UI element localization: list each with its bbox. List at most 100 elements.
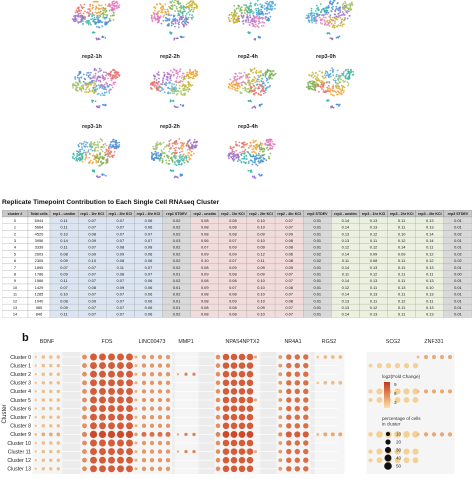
dot-mark [116,430,125,439]
umap-cell-point [248,79,250,82]
umap-cell-point [270,6,272,8]
umap-cell-point [258,103,261,106]
umap-cell-point [329,37,331,39]
table-cell-text: 0.10 [257,225,265,230]
umap-cell-point [241,92,243,94]
umap-cell-point [247,77,249,79]
dot-mark [134,467,138,471]
umap-cell-point [185,20,187,23]
umap-cell-point [262,90,265,92]
dot-mark [108,396,115,404]
umap-cell-point [94,146,97,149]
umap-cell-point [314,72,317,74]
dot-mark [222,379,230,387]
umap-cell-point [86,82,88,85]
umap-cell-point [229,87,232,89]
umap-cell-point [178,21,181,24]
dot-mark [286,423,292,429]
umap-cell-point [168,142,171,145]
replicate-contribution-table: cluster # Total cells rep1 - unstim rep1 - … [2,210,472,318]
dot-mark [303,466,309,472]
table-cell-text: 0.07 [88,292,96,297]
umap-cell-point [253,177,256,179]
umap-cell-point [190,4,193,7]
umap-cell-point [164,3,167,6]
umap-cell-point [327,12,330,14]
umap-cell-point [78,86,81,89]
umap-cell-point [158,74,160,76]
umap-cell-point [264,18,267,20]
umap-cell-point [257,92,260,95]
dot-mark [394,397,401,403]
umap-cell-point [337,16,340,19]
umap-cell-point [335,91,337,94]
umap-cluster [92,84,112,97]
umap-cell-point [193,6,196,9]
table-cell-text: 0.08 [285,258,293,263]
umap-cell-point [231,85,234,87]
umap-cell-point [163,71,165,74]
umap-cell-point [113,2,116,5]
umap-cell-point [260,156,263,159]
dot-mark [56,389,61,394]
umap-cell-point [327,100,329,102]
umap-cell-point [97,160,100,162]
dot-mark [108,413,115,421]
umap-cell-point [105,16,108,19]
umap-cell-point [81,160,84,163]
umap-cell-point [237,155,239,157]
umap-cell-point [242,141,245,144]
table-cell-text: 0.00 [454,272,462,277]
umap-cell-point [321,71,324,74]
umap-cell-point [161,161,164,164]
dot-mark [176,450,180,453]
dot-mark [294,380,301,386]
dot-mark [157,458,163,463]
dot-mark [330,432,335,437]
umap-cell-point [89,9,92,11]
umap-cell-point [228,13,231,16]
umap-cell-point [241,17,244,19]
table-cell-text: 1 [14,225,16,230]
umap-cell-point [173,1,175,4]
umap-cell-point [169,169,172,172]
umap-cell-point [158,77,160,80]
umap-cell-point [305,86,308,88]
umap-cell-point [186,160,189,163]
umap-cell-point [85,141,88,144]
dot-mark [278,441,283,445]
umap-cell-point [109,19,112,22]
umap-cell-point [260,174,263,177]
dot-mark [294,354,301,360]
table-cell-text: 0.01 [454,285,462,290]
umap-cell-point [258,17,261,19]
umap-cell-point [240,6,243,9]
umap-cell-point [232,156,235,159]
umap-cell-point [171,145,174,147]
table-cell-text: 0.08 [229,225,237,230]
dot-mark [90,413,97,421]
umap-cell-point [74,76,76,78]
umap-cell-point [196,5,199,8]
umap-cell-point [312,73,315,75]
umap-cell-point [78,73,81,76]
cluster-tick-label: Cluster 8 [10,424,31,430]
umap-cell-point [333,26,335,29]
umap-cell-point [228,153,231,156]
umap-cell-point [246,6,248,9]
umap-cell-point [231,148,234,151]
umap-cell-point [164,152,166,155]
umap-cell-point [261,12,264,14]
umap-cell-point [311,71,314,74]
table-cell-text: 0.08 [285,238,293,243]
umap-cell-point [262,92,265,95]
dot-mark [99,448,106,456]
umap-cell-point [241,84,243,87]
umap-plot [71,67,121,109]
umap-cell-point [101,162,103,165]
umap-cell-point [350,69,352,72]
dot-mark [439,354,445,360]
umap-cell-point [251,19,253,21]
umap-cell-point [237,7,240,9]
umap-cell-point [242,87,244,90]
